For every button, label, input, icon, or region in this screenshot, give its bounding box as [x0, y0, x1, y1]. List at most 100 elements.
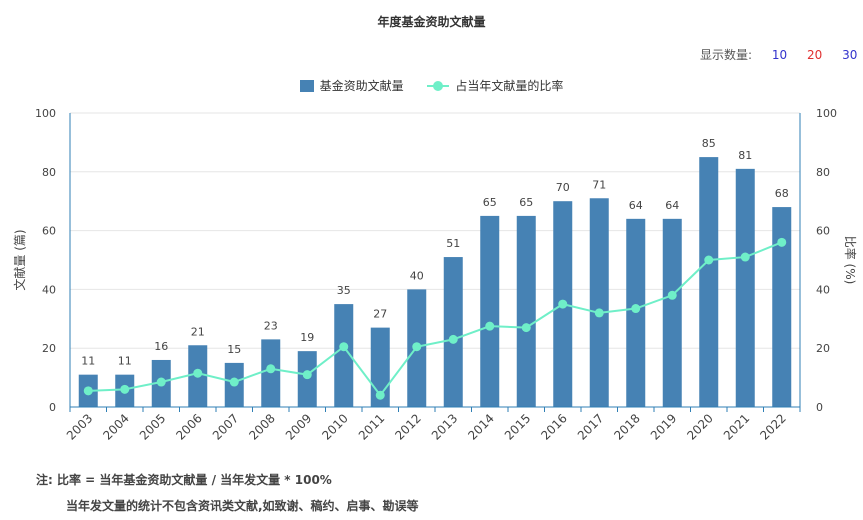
bar-value-label: 51: [446, 237, 460, 250]
y-right-tick-label: 80: [816, 166, 830, 179]
ratio-point: [302, 370, 312, 380]
ratio-point: [412, 342, 422, 352]
ratio-point: [448, 334, 458, 344]
bar-value-label: 11: [81, 355, 95, 368]
bar-value-label: 35: [337, 284, 351, 297]
bar-value-label: 81: [738, 149, 752, 162]
ratio-point: [521, 323, 531, 333]
note-ratio-formula: 注: 比率 = 当年基金资助文献量 / 当年发文量 * 100%: [36, 473, 332, 487]
x-tick-label: 2018: [611, 411, 642, 442]
x-tick-label: 2014: [465, 411, 496, 442]
legend-line-label: 占当年文献量的比率: [455, 79, 564, 93]
note-exclusion: 当年发文量的统计不包含资讯类文献,如致谢、稿约、启事、勘误等: [66, 499, 419, 513]
ratio-line: [88, 241, 783, 397]
bar-value-label: 21: [191, 325, 205, 338]
x-tick-label: 2017: [575, 411, 606, 442]
x-tick-label: 2007: [210, 411, 241, 442]
display-count-option-30[interactable]: 30: [842, 48, 858, 62]
x-tick-label: 2011: [356, 411, 387, 442]
display-count-option-10[interactable]: 10: [771, 48, 788, 62]
y-right-tick-label: 100: [816, 107, 837, 120]
bar: [516, 215, 536, 407]
bar-value-label: 15: [227, 343, 241, 356]
x-tick-label: 2015: [502, 411, 533, 442]
x-tick-label: 2005: [137, 411, 168, 442]
bar: [699, 157, 719, 407]
ratio-point: [631, 304, 641, 314]
x-tick-label: 2008: [246, 411, 277, 442]
bar: [589, 198, 609, 407]
y-axis-left-title: 文献量 (篇): [12, 229, 27, 290]
ratio-point: [704, 255, 714, 265]
y-left-tick-label: 20: [42, 342, 56, 355]
bar-value-label: 11: [118, 355, 132, 368]
x-tick-label: 2020: [684, 411, 715, 442]
display-count-selector: 显示数量: 10 20 30: [700, 46, 857, 63]
bar-value-label: 64: [665, 199, 679, 212]
bar-value-label: 19: [300, 331, 314, 344]
y-axis-right-title: 比率 (%): [843, 236, 858, 285]
ratio-point: [375, 390, 385, 400]
bar: [370, 327, 390, 407]
bar-value-label: 70: [556, 181, 570, 194]
x-tick-label: 2012: [392, 411, 423, 442]
y-right-tick-label: 20: [816, 342, 830, 355]
y-right-tick-label: 60: [816, 225, 830, 238]
bar-value-label: 68: [775, 187, 789, 200]
x-tick-label: 2021: [721, 411, 752, 442]
y-left-tick-label: 40: [42, 283, 56, 296]
line-series-swatch: [427, 80, 450, 92]
x-tick-label: 2016: [538, 411, 569, 442]
display-count-label: 显示数量:: [700, 48, 753, 62]
ratio-point: [558, 299, 568, 309]
chart-title: 年度基金资助文献量: [377, 15, 486, 29]
y-left-tick-label: 100: [35, 107, 56, 120]
display-count-option-20[interactable]: 20: [806, 48, 823, 62]
bar: [480, 215, 500, 407]
x-tick-label: 2006: [173, 411, 204, 442]
x-tick-label: 2013: [429, 411, 460, 442]
ratio-point: [777, 237, 787, 247]
ratio-point: [339, 342, 349, 352]
legend-item-line-series[interactable]: 占当年文献量的比率: [427, 77, 563, 94]
ratio-point: [667, 290, 677, 300]
ratio-point: [266, 364, 276, 374]
y-left-tick-label: 0: [49, 401, 56, 414]
legend-bar-label: 基金资助文献量: [319, 79, 404, 93]
bar-value-label: 85: [702, 137, 716, 150]
ratio-point: [120, 384, 130, 394]
bar-value-label: 65: [519, 196, 533, 209]
bar-series-swatch: [299, 79, 314, 92]
ratio-point: [594, 308, 604, 318]
legend-item-bar-series[interactable]: 基金资助文献量: [299, 77, 404, 94]
bar: [662, 218, 682, 407]
bar-value-label: 64: [629, 199, 643, 212]
x-tick-label: 2010: [319, 411, 350, 442]
x-tick-label: 2009: [283, 411, 314, 442]
bar-value-label: 71: [592, 178, 606, 191]
bar: [334, 304, 354, 407]
ratio-point: [229, 377, 239, 387]
ratio-point: [740, 252, 750, 262]
ratio-point: [193, 368, 203, 378]
bar-value-label: 23: [264, 319, 278, 332]
x-tick-label: 2003: [64, 411, 95, 442]
bar: [735, 168, 755, 407]
ratio-point: [485, 321, 495, 331]
ratio-point: [83, 386, 93, 396]
bar: [772, 207, 792, 407]
bar: [443, 257, 463, 407]
y-left-tick-label: 60: [42, 225, 56, 238]
x-tick-label: 2022: [757, 411, 788, 442]
ratio-point: [156, 377, 166, 387]
bar-value-label: 65: [483, 196, 497, 209]
y-right-tick-label: 40: [816, 283, 830, 296]
y-right-tick-label: 0: [816, 401, 823, 414]
chart-notes: 注: 比率 = 当年基金资助文献量 / 当年发文量 * 100% 当年发文量的统…: [36, 467, 419, 519]
bar-value-label: 40: [410, 269, 424, 282]
bar-value-label: 16: [154, 340, 168, 353]
x-tick-label: 2004: [100, 411, 131, 442]
bar-value-label: 27: [373, 308, 387, 321]
chart-legend: 基金资助文献量 占当年文献量的比率: [0, 77, 863, 95]
